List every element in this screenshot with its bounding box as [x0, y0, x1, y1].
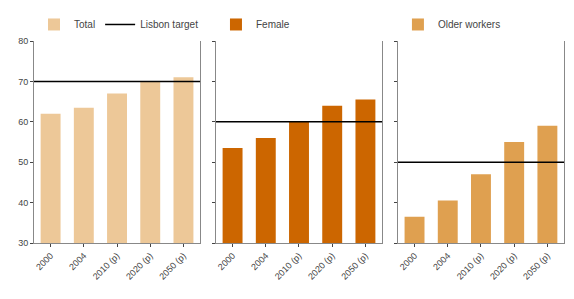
- svg-text:Female: Female: [256, 19, 290, 30]
- svg-text:Lisbon target: Lisbon target: [140, 19, 198, 30]
- svg-text:2050 (p): 2050 (p): [157, 251, 188, 282]
- svg-text:70: 70: [18, 77, 28, 87]
- svg-text:2010 (p): 2010 (p): [455, 251, 486, 282]
- svg-text:40: 40: [18, 198, 28, 208]
- svg-text:Older workers: Older workers: [438, 19, 500, 30]
- svg-text:60: 60: [18, 117, 28, 127]
- svg-text:2050 (p): 2050 (p): [521, 251, 552, 282]
- svg-text:2000: 2000: [34, 251, 55, 272]
- svg-text:Total: Total: [74, 19, 95, 30]
- svg-text:2020 (p): 2020 (p): [124, 251, 155, 282]
- svg-text:80: 80: [18, 36, 28, 46]
- svg-text:2010 (p): 2010 (p): [91, 251, 122, 282]
- svg-text:30: 30: [18, 238, 28, 248]
- svg-text:2004: 2004: [249, 251, 270, 272]
- svg-text:2010 (p): 2010 (p): [273, 251, 304, 282]
- svg-text:2004: 2004: [431, 251, 452, 272]
- svg-text:2000: 2000: [398, 251, 419, 272]
- svg-text:2000: 2000: [216, 251, 237, 272]
- svg-text:2020 (p): 2020 (p): [488, 251, 519, 282]
- svg-text:2020 (p): 2020 (p): [306, 251, 337, 282]
- svg-text:2050 (p): 2050 (p): [339, 251, 370, 282]
- svg-text:2004: 2004: [67, 251, 88, 272]
- svg-text:50: 50: [18, 157, 28, 167]
